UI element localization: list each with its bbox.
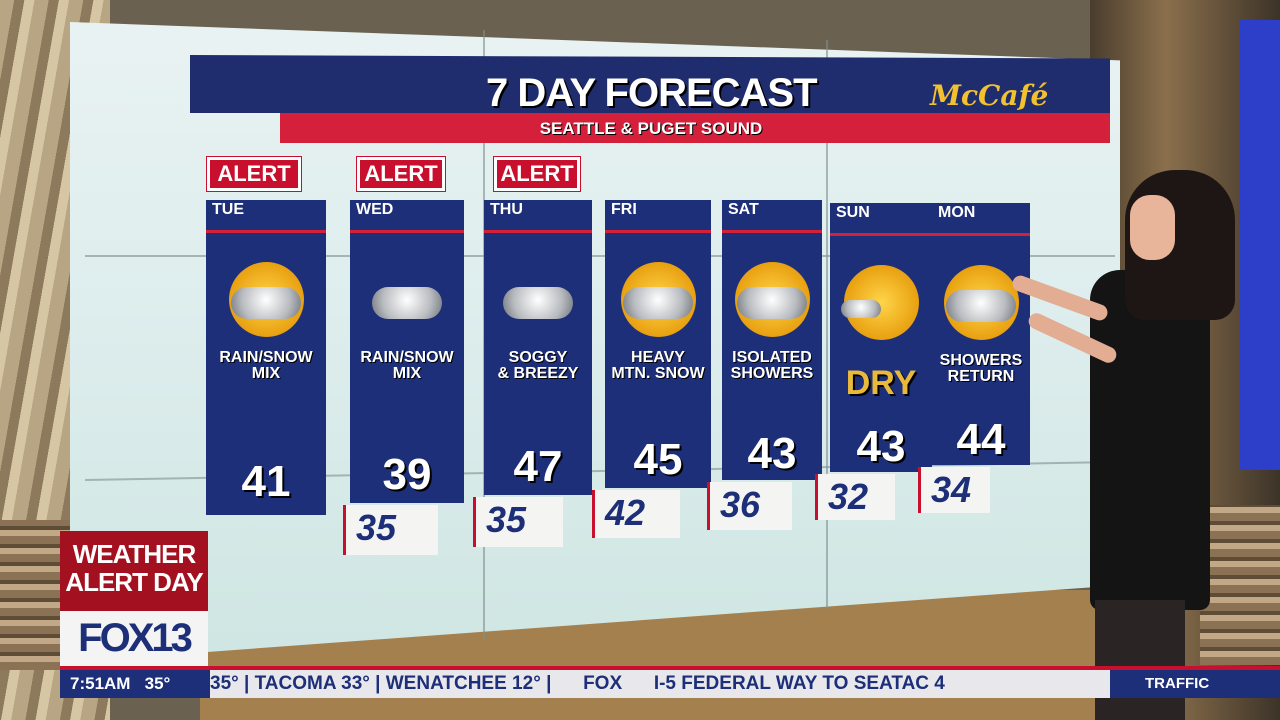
badge-line: WEATHER [72,539,197,569]
high-temp: 41 [241,457,291,506]
day-divider [350,230,464,233]
high-temp: 44 [956,415,1006,464]
badge-line: ALERT DAY [65,567,203,597]
alert-badge: ALERT [356,156,446,192]
station-logo: FOX13 [60,611,208,666]
day-divider [722,230,822,233]
current-temp: 35° [144,674,171,693]
day-panel-thu: THU SOGGY & BREEZY 47 [484,200,592,495]
day-description: ISOLATED SHOWERS [722,350,822,382]
day-name: FRI [611,201,637,218]
day-panel-fri: FRI HEAVY MTN. SNOW 45 [605,200,711,488]
ticker-accent [60,666,1280,670]
sun-cloud-rain-icon [613,262,703,337]
alert-badge: ALERT [206,156,302,192]
high-temp: 43 [856,422,906,471]
day-description: HEAVY MTN. SNOW [605,350,711,382]
sponsor-logo: McCafé [930,79,1049,112]
ticker-crawl: 35° | TACOMA 33° | WENATCHEE 12° | FOX I… [210,670,1110,698]
studio-panel [1240,20,1280,470]
day-description: RAIN/SNOW MIX [350,350,464,382]
presenter [1090,270,1210,610]
page-subtitle: SEATTLE & PUGET SOUND [539,119,763,138]
day-description: RAIN/SNOW MIX [206,350,326,382]
day-name: TUE [212,201,244,218]
low-temp: 42 [592,490,680,538]
weather-crawl: 35° | TACOMA 33° | WENATCHEE 12° | [210,673,552,694]
day-name: THU [490,201,523,218]
low-temp: 32 [815,474,895,520]
day-name: SUN [836,204,870,221]
high-temp: 43 [747,429,797,478]
ticker-section-label: TRAFFIC [1110,670,1280,698]
low-temp: 34 [918,467,990,513]
screen-seam [85,255,1115,257]
sun-cloud-rain-snow-icon [221,262,311,337]
desc-line: SOGGY [508,349,568,366]
day-description: DRY [845,364,917,402]
cloud-rain-icon [493,262,583,337]
high-temp: 45 [633,435,683,484]
stone-wall [0,520,70,670]
sun-cloud-showers-icon [936,265,1026,340]
day-panel-wed: WED RAIN/SNOW MIX 39 [350,200,464,503]
ticker-bar [60,670,1280,698]
screen-seam [826,40,828,610]
day-divider [484,230,592,233]
title-banner [190,55,1110,113]
day-divider [932,233,1030,236]
cloud-rain-snow-icon [362,262,452,337]
desc-line: RAIN/SNOW [360,349,454,366]
weather-alert-day-badge: WEATHER ALERT DAY [60,531,208,611]
day-name: SAT [728,201,759,218]
presenter-face [1130,195,1175,260]
desc-line: ISOLATED [732,349,812,366]
low-temp: 35 [473,497,563,547]
alert-badge: ALERT [493,156,581,192]
high-temp: 47 [513,442,563,491]
desc-line: SHOWERS [730,365,814,382]
day-name: MON [938,204,976,221]
desc-line: RAIN/SNOW [219,349,313,366]
subtitle-banner [280,113,1110,143]
desc-line: SHOWERS [939,352,1023,369]
day-name: WED [356,201,394,218]
desc-line: HEAVY [631,349,685,366]
stone-wall [1200,505,1280,665]
day-divider [605,230,711,233]
desc-line: MTN. SNOW [611,365,705,382]
desc-line: MIX [251,365,281,382]
day-description: SHOWERS RETURN [932,353,1030,385]
day-panel-sat: SAT ISOLATED SHOWERS 43 [722,200,822,480]
page-title: 7 DAY FORECAST [486,71,818,115]
mostly-sunny-icon [836,265,926,340]
sun-cloud-showers-icon [727,262,817,337]
traffic-crawl: I-5 FEDERAL WAY TO SEATAC 4 [653,673,945,694]
low-temp: 36 [707,482,792,530]
low-temp: 35 [343,505,438,555]
day-panel-sun: SUN DRY 43 [830,203,932,472]
desc-line: MIX [392,365,422,382]
high-temp: 39 [382,450,432,499]
desc-line: & BREEZY [497,365,579,382]
time-temp: 7:51AM 35° [60,670,210,698]
presenter-legs [1095,600,1185,720]
day-panel-mon: MON SHOWERS RETURN 44 [932,203,1030,465]
day-description: SOGGY & BREEZY [484,350,592,382]
network-logo: FOX [583,673,623,694]
day-divider [206,230,326,233]
desc-line: RETURN [947,368,1015,385]
day-panel-tue: TUE RAIN/SNOW MIX 41 [206,200,326,515]
time: 7:51AM [70,674,131,693]
day-divider [830,233,932,236]
